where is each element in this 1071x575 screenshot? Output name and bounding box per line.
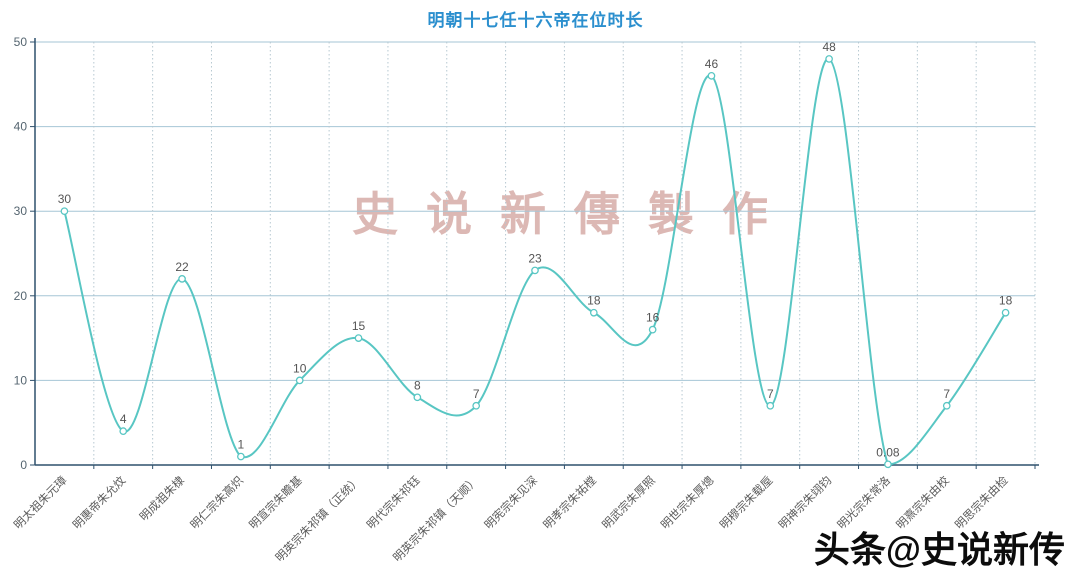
x-axis-label: 明孝宗朱祐樘 [540, 473, 599, 532]
value-label: 4 [120, 412, 127, 426]
value-label: 8 [414, 378, 421, 392]
data-point-marker[interactable] [1001, 308, 1010, 317]
data-point-marker[interactable] [648, 325, 657, 334]
value-label: 0.08 [876, 445, 900, 459]
x-axis-label: 明宣宗朱瞻基 [246, 473, 305, 532]
value-label: 15 [352, 319, 366, 333]
data-point-marker[interactable] [472, 401, 481, 410]
data-point-marker[interactable] [354, 334, 363, 342]
corner-watermark: 头条@史说新传 [813, 529, 1065, 570]
value-label: 16 [646, 311, 660, 325]
y-axis-label: 10 [14, 373, 28, 387]
x-axis-label: 明惠帝朱允炆 [70, 473, 129, 532]
x-axis-label: 明武宗朱厚照 [599, 473, 658, 532]
value-label: 22 [175, 260, 189, 274]
data-point-marker[interactable] [884, 460, 892, 469]
data-point-marker[interactable] [178, 275, 186, 283]
y-axis-label: 40 [14, 120, 28, 134]
value-label: 1 [238, 438, 245, 452]
value-label: 30 [58, 192, 72, 206]
value-label: 48 [822, 40, 836, 54]
value-label: 23 [528, 251, 542, 265]
data-point-marker[interactable] [60, 207, 69, 216]
value-label: 7 [767, 387, 774, 401]
x-axis-label: 明穆宗朱载垕 [717, 473, 776, 532]
value-label: 10 [293, 361, 307, 375]
data-point-marker[interactable] [942, 401, 951, 410]
value-label: 18 [587, 294, 601, 308]
x-axis-label: 明世宗朱厚熜 [658, 473, 717, 532]
data-point-marker[interactable] [119, 427, 128, 436]
data-point-marker[interactable] [295, 376, 304, 385]
y-axis-label: 0 [20, 458, 27, 472]
y-axis-label: 50 [14, 35, 28, 49]
data-point-marker[interactable] [766, 401, 775, 410]
value-label: 7 [473, 387, 480, 401]
value-label: 7 [943, 387, 950, 401]
chart-title: 明朝十七任十六帝在位时长 [427, 11, 644, 30]
x-axis-label: 明代宗朱祁钰 [364, 473, 423, 532]
x-axis-label: 明仁宗朱高炽 [187, 473, 246, 532]
data-point-marker[interactable] [825, 55, 833, 63]
center-watermark: 史说新傳製作 [352, 187, 796, 241]
data-point-marker[interactable] [413, 393, 422, 402]
value-label: 46 [705, 57, 719, 71]
data-point-marker[interactable] [237, 452, 245, 461]
x-axis-label: 明成祖朱棣 [137, 473, 188, 524]
value-label: 18 [999, 294, 1013, 308]
data-point-marker[interactable] [707, 71, 716, 80]
data-point-marker[interactable] [589, 308, 598, 317]
x-axis-label: 明宪宗朱见深 [481, 473, 540, 532]
y-axis-label: 30 [14, 204, 28, 218]
x-axis-label: 明太祖朱元璋 [11, 473, 70, 532]
y-axis-label: 20 [14, 289, 28, 303]
data-point-marker[interactable] [531, 266, 539, 275]
